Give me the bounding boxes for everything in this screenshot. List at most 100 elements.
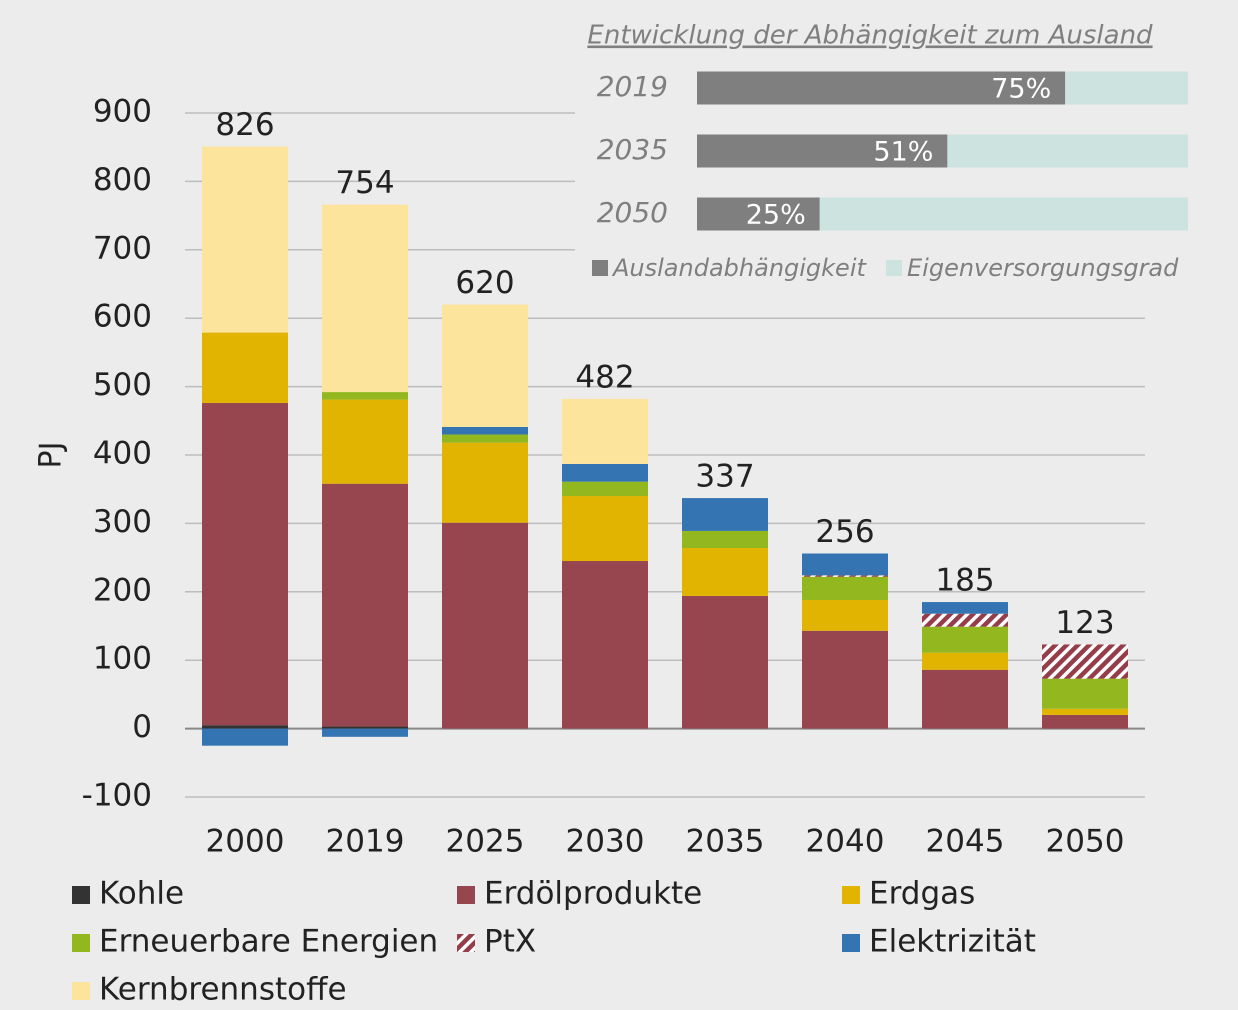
bar-segment [802,575,888,577]
inset-title: Entwicklung der Abhängigkeit zum Ausland [587,21,1153,51]
bar-segment [442,522,528,729]
inset-bar [947,134,1188,168]
bar-segment [202,332,288,404]
legend-label: Elektrizität [869,924,1036,960]
legend-label: Erneuerbare Energien [99,924,438,960]
y-tick-label: 100 [93,641,152,677]
bar-segment [562,561,648,729]
legend-label: Kohle [99,876,184,912]
bar-segment [322,728,408,737]
y-axis-label: PJ [34,442,69,469]
y-tick-label: 200 [93,572,152,608]
legend-swatch [842,934,860,952]
main-chart: PJ -100 0 100 200 300 400 500 600 700 800 900 2000 82… [34,94,1145,1008]
bar-segment [922,626,1008,653]
bar-segment [682,548,768,596]
bar-segment [802,630,888,729]
inset-value-label: 75% [991,74,1051,105]
x-tick-label: 2025 [446,824,525,860]
inset-bar [1065,71,1188,105]
total-label: 754 [335,165,394,201]
x-tick-label: 2040 [806,824,885,860]
x-tick-label: 2045 [926,824,1005,860]
bar-segment [1042,644,1128,679]
bar-segment [1042,714,1128,729]
x-tick-label: 2019 [326,824,405,860]
bar-segment [322,392,408,400]
x-tick-label: 2035 [686,824,765,860]
bar-segment [562,496,648,562]
total-label: 620 [455,265,514,301]
x-tick-label: 2050 [1046,824,1125,860]
bar-segment [682,530,768,549]
y-tick-label: 700 [93,230,152,266]
inset-bar [697,197,820,231]
x-tick-label: 2030 [566,824,645,860]
inset-chart: Entwicklung der Abhängigkeit zum Ausland… [587,21,1188,282]
legend-label: Erdgas [869,876,975,912]
inset-legend-swatch [886,260,902,276]
bar-segment [322,204,408,393]
inset-legend-label: Eigenversorgungsgrad [907,254,1179,282]
y-tick-label: 300 [93,504,152,540]
bar-segment [1042,678,1128,709]
y-tick-label: 900 [93,94,152,130]
bar-segment [202,725,288,729]
bar-segment [442,304,528,427]
inset-category-label: 2035 [597,133,668,166]
bar-segment [922,602,1008,614]
total-label: 826 [215,107,274,143]
legend-label: Erdölprodukte [484,876,702,912]
inset-bar [697,71,1066,105]
bar-segment [802,600,888,631]
inset-category-label: 2050 [597,196,668,229]
inset-legend-label: Auslandabhängigkeit [611,254,867,282]
bar-segment [922,613,1008,627]
bar-segment [682,498,768,531]
legend-swatch [457,886,475,904]
bar-segment [682,595,768,729]
x-tick-label: 2000 [206,824,285,860]
inset-value-label: 51% [873,137,933,168]
y-tick-label: 0 [132,709,152,745]
y-tick-label: 600 [93,299,152,335]
total-label: 256 [815,514,874,550]
bar-segment [202,146,288,333]
bar-segment [922,669,1008,729]
legend-swatch [842,886,860,904]
y-tick-label: 500 [93,367,152,403]
legend-label: Kernbrennstoffe [99,972,347,1008]
inset-bar [819,197,1188,231]
bar-segment [922,652,1008,670]
y-tick-label: 400 [93,436,152,472]
bar-segment [802,576,888,601]
bar-segment [322,483,408,727]
inset-legend-swatch [592,260,608,276]
bar-segment [442,442,528,523]
inset-category-label: 2019 [597,70,668,103]
bar-segment [802,553,888,576]
total-label: 123 [1055,605,1114,641]
y-tick-label: 800 [93,162,152,198]
bar-segment [442,434,528,443]
bar-segment [202,403,288,726]
bar-segment [202,728,288,746]
bar-segment [562,463,648,482]
bar-segment [442,426,528,435]
bar-segment [562,398,648,464]
bar-segment [322,726,408,729]
bar-segment [322,399,408,484]
legend-swatch [72,886,90,904]
total-label: 482 [575,359,634,395]
inset-value-label: 25% [746,200,806,231]
bar-segment [1042,708,1128,715]
legend-swatch [72,982,90,1000]
bar-segment [562,481,648,497]
total-label: 337 [695,459,754,495]
inset-bar [697,134,948,168]
legend-swatch [72,934,90,952]
legend-swatch [457,934,475,952]
legend-label: PtX [484,924,536,960]
y-tick-label: -100 [82,778,152,814]
